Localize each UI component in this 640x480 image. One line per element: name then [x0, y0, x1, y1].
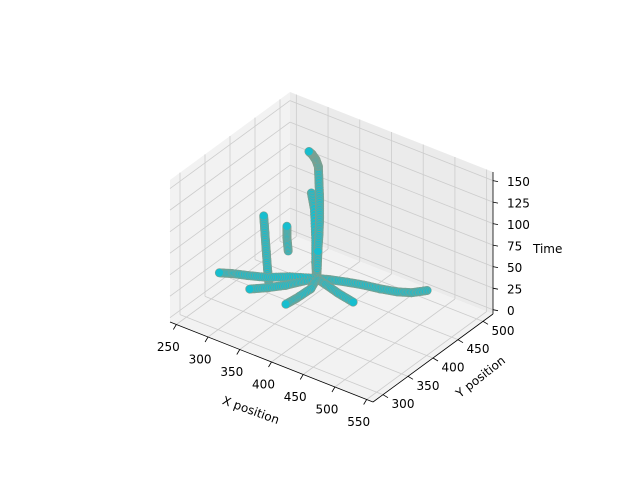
y-tick-mark	[432, 357, 439, 362]
y-tick-label: 500	[492, 324, 515, 338]
y-tick-label: 350	[417, 379, 440, 393]
z-tick-mark	[492, 201, 499, 204]
z-gridline-left	[169, 207, 291, 297]
z-axis-label: Time	[532, 242, 562, 256]
z-gridline-back	[289, 121, 494, 203]
z-tick-label: 150	[507, 175, 530, 189]
x-tick-mark	[236, 349, 241, 355]
z-tick-label: 0	[507, 304, 515, 318]
z-tick-mark	[492, 223, 499, 226]
data-point	[214, 268, 224, 278]
z-tick-label: 50	[507, 261, 522, 275]
z-tick-label: 125	[507, 197, 530, 211]
x-tick-mark	[299, 374, 304, 380]
gridlines	[169, 94, 494, 400]
z-tick-label: 100	[507, 218, 530, 232]
z-gridline-left	[169, 143, 291, 232]
z-tick-mark	[492, 244, 499, 247]
z-gridline-back	[289, 229, 494, 311]
y-tick-mark	[482, 320, 489, 325]
z-tick-mark	[492, 309, 499, 312]
data-point	[304, 147, 314, 157]
z-gridline-left	[169, 100, 291, 189]
z-gridline-back	[289, 100, 494, 181]
y-gridline-floor	[179, 314, 384, 396]
z-gridline-left	[169, 186, 291, 275]
data-point	[282, 221, 292, 231]
data-points	[214, 147, 432, 309]
y-tick-mark	[407, 375, 414, 380]
z-tick-label: 25	[507, 283, 522, 297]
axis-ticks: 2503003504004505005503003504004505000255…	[157, 175, 530, 429]
y-tick-label: 300	[392, 397, 415, 411]
x-tick-label: 400	[252, 378, 275, 392]
z-tick-mark	[492, 266, 499, 269]
data-point	[281, 299, 291, 309]
data-point	[313, 246, 323, 256]
z-tick-mark	[492, 180, 499, 182]
data-point	[245, 284, 255, 294]
x-tick-mark	[204, 336, 209, 343]
z-tick-label: 75	[507, 240, 522, 254]
x-tick-mark	[363, 399, 367, 405]
x-axis-label: X position	[220, 393, 281, 427]
data-point	[348, 297, 358, 307]
y-tick-mark	[382, 394, 389, 399]
x-tick-mark	[331, 386, 336, 393]
z-tick-mark	[492, 287, 499, 290]
x-tick-label: 300	[189, 353, 212, 367]
z-gridline-left	[169, 121, 291, 211]
x-tick-label: 500	[315, 403, 338, 417]
z-gridline-left	[169, 164, 291, 254]
x-tick-label: 350	[220, 365, 243, 379]
y-tick-label: 400	[442, 361, 465, 375]
z-gridline-back	[289, 143, 494, 225]
x-tick-mark	[268, 361, 272, 368]
x-tick-label: 450	[284, 390, 307, 404]
x-tick-label: 550	[347, 415, 370, 429]
z-gridline-back	[289, 164, 494, 246]
x-tick-label: 250	[157, 340, 180, 354]
x-tick-mark	[173, 324, 177, 330]
y-tick-label: 450	[467, 342, 490, 356]
y-tick-mark	[457, 339, 464, 344]
data-point	[259, 211, 269, 221]
y-gridline-floor	[204, 295, 409, 377]
